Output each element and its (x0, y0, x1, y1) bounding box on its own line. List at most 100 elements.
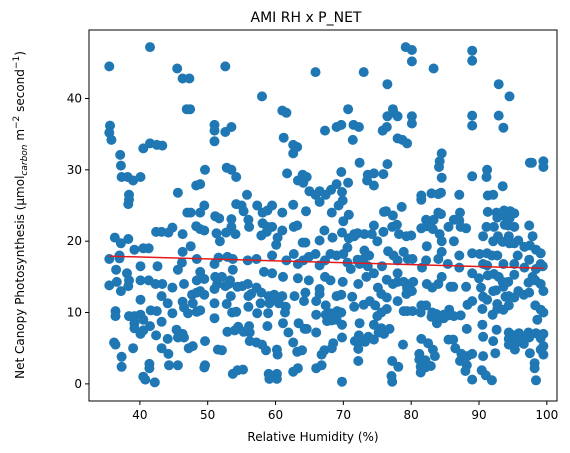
data-point-162 (230, 229, 241, 240)
data-point-606 (524, 348, 535, 359)
data-point-357 (368, 180, 379, 191)
data-point-483 (448, 236, 459, 247)
data-point-517 (478, 231, 489, 242)
data-point-290 (326, 207, 337, 218)
data-point-153 (226, 214, 237, 225)
data-point-226 (277, 291, 288, 302)
x-tick-label-80: 80 (404, 408, 419, 422)
data-point-508 (467, 171, 478, 182)
y-axis-label-mid: m (13, 129, 27, 145)
data-point-222 (278, 132, 289, 143)
data-point-506 (467, 110, 478, 121)
data-point-631 (538, 341, 549, 352)
data-point-220 (271, 373, 282, 384)
data-point-8 (111, 276, 122, 287)
data-point-177 (242, 279, 253, 289)
x-tick-label-60: 60 (268, 408, 283, 422)
data-point-87 (176, 257, 187, 268)
y-axis-label-base: Net Canopy Photosynthesis (μmol (13, 176, 27, 379)
data-point-137 (213, 252, 224, 263)
trend-layer (109, 255, 544, 270)
data-point-502 (460, 366, 471, 376)
data-point-83 (172, 360, 183, 371)
data-point-362 (368, 319, 379, 330)
data-point-567 (504, 91, 515, 102)
data-point-0 (104, 61, 115, 72)
y-tick-label-40: 40 (67, 91, 82, 105)
data-point-406 (396, 201, 407, 212)
y-axis-label-mid2: second (13, 69, 27, 116)
data-point-441 (421, 241, 432, 252)
data-point-627 (537, 261, 548, 272)
data-point-128 (211, 228, 222, 239)
data-point-531 (482, 260, 493, 271)
data-point-244 (292, 220, 303, 231)
data-point-516 (476, 282, 486, 293)
data-point-580 (509, 221, 520, 232)
data-point-99 (185, 207, 196, 218)
data-point-86 (177, 246, 188, 257)
data-point-149 (222, 326, 233, 337)
data-point-179 (243, 301, 254, 312)
data-point-536 (488, 221, 499, 232)
data-point-396 (392, 111, 403, 122)
y-axis-label-sup2: −1 (12, 56, 22, 69)
data-point-185 (251, 254, 262, 264)
data-point-526 (481, 172, 492, 182)
data-point-78 (172, 63, 183, 74)
data-point-632 (538, 349, 549, 360)
data-point-18 (114, 253, 125, 264)
data-point-364 (372, 236, 383, 247)
data-point-260 (300, 287, 311, 298)
data-point-120 (199, 225, 210, 236)
data-point-498 (461, 281, 472, 292)
data-point-3 (106, 134, 117, 145)
data-point-16 (115, 238, 126, 249)
data-point-116 (200, 164, 210, 175)
data-point-62 (151, 330, 162, 341)
data-point-187 (252, 308, 263, 319)
data-point-85 (177, 229, 188, 240)
data-point-40 (135, 294, 146, 305)
data-point-51 (143, 243, 154, 254)
y-tick-label-30: 30 (67, 163, 82, 177)
x-tick-label-90: 90 (471, 408, 486, 422)
data-point-512 (467, 348, 478, 359)
data-point-26 (123, 234, 134, 244)
data-point-172 (238, 364, 248, 375)
data-point-599 (524, 220, 535, 231)
data-point-21 (116, 361, 127, 372)
data-point-522 (478, 331, 489, 342)
data-point-401 (392, 268, 403, 279)
x-tick-label-40: 40 (132, 408, 147, 422)
data-point-425 (408, 276, 419, 287)
data-point-98 (185, 104, 196, 115)
data-point-573 (503, 276, 514, 287)
data-point-557 (497, 181, 508, 192)
data-point-324 (345, 264, 356, 274)
data-point-305 (336, 119, 347, 130)
data-point-66 (157, 279, 168, 289)
data-point-542 (488, 336, 499, 347)
data-point-249 (292, 363, 303, 374)
x-tick-label-50: 50 (200, 408, 215, 422)
data-point-122 (199, 289, 210, 300)
data-point-74 (164, 360, 174, 371)
data-point-617 (529, 363, 540, 374)
data-point-264 (303, 275, 314, 286)
data-point-514 (474, 249, 485, 259)
data-point-316 (337, 332, 347, 343)
data-point-246 (292, 273, 303, 284)
data-point-206 (264, 373, 275, 384)
data-point-291 (327, 232, 338, 243)
y-tick-label-20: 20 (67, 234, 82, 248)
data-point-69 (156, 343, 167, 354)
data-point-525 (482, 164, 493, 175)
data-point-10 (110, 311, 121, 322)
data-point-389 (387, 210, 398, 221)
data-point-229 (281, 107, 292, 118)
data-point-403 (392, 296, 403, 307)
data-point-385 (381, 304, 392, 314)
data-point-210 (267, 268, 278, 279)
data-point-239 (289, 291, 300, 302)
